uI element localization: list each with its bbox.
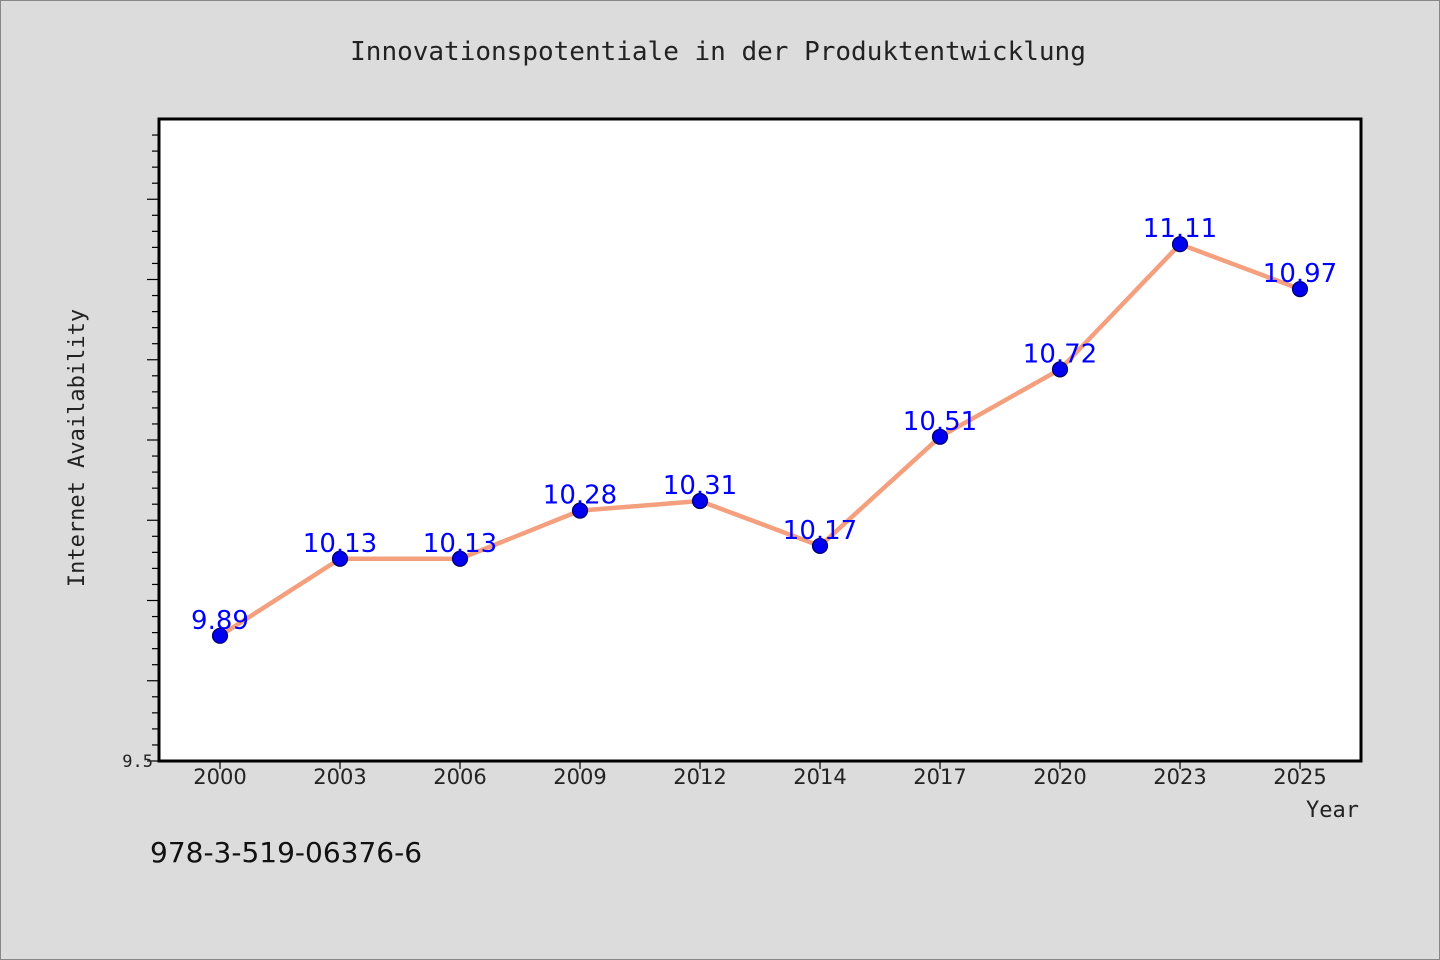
- data-point: [1291, 281, 1309, 298]
- chart-title: Innovationspotentiale in der Produktentw…: [350, 37, 1086, 67]
- data-label: 10.72: [1023, 339, 1097, 369]
- data-label: 10.17: [783, 516, 857, 546]
- series-line: [217, 241, 1303, 639]
- data-label: 10.31: [663, 471, 737, 501]
- series-group: 9.89 10.13 10.13 10.28 10.31 10.17 10.51 10.72 1…: [191, 214, 1337, 644]
- plot-area: [157, 117, 1363, 763]
- x-tick-label: 2000: [193, 765, 246, 789]
- y-axis-ticks: 9.5: [122, 134, 159, 772]
- x-tick-label: 2009: [553, 765, 606, 789]
- data-point: [1051, 361, 1069, 378]
- data-label: 10.97: [1263, 259, 1337, 289]
- data-label: 10.13: [423, 529, 497, 559]
- x-tick-label: 2017: [913, 765, 966, 789]
- data-label: 10.51: [903, 407, 977, 437]
- data-point: [1171, 236, 1189, 253]
- x-tick-label: 2014: [793, 765, 846, 789]
- data-point: [571, 502, 589, 519]
- data-point: [211, 627, 229, 644]
- x-tick-label: 2020: [1033, 765, 1086, 789]
- data-point: [691, 492, 709, 510]
- x-tick-label: 2012: [673, 765, 726, 789]
- x-axis-label: Year: [1306, 798, 1359, 823]
- x-tick-label: 2006: [433, 765, 486, 789]
- data-label: 9.89: [191, 606, 249, 636]
- x-tick-label: 2025: [1273, 765, 1326, 789]
- data-label: 10.13: [303, 529, 377, 559]
- y-axis-label: Internet Availability: [65, 309, 90, 587]
- data-point: [811, 537, 829, 555]
- isbn-text: 978-3-519-06376-6: [150, 836, 422, 869]
- y-tick-label: 9.5: [122, 752, 153, 772]
- data-label: 11.11: [1143, 214, 1217, 244]
- data-point: [931, 428, 949, 445]
- x-tick-label: 2003: [313, 765, 366, 789]
- x-tick-label: 2023: [1153, 765, 1206, 789]
- x-axis-ticks: 2000 2003 2006 2009 2012 2014 2017 2020 2023 2025: [193, 761, 1327, 789]
- data-label: 10.28: [543, 481, 617, 511]
- data-point: [331, 550, 349, 567]
- data-point: [451, 550, 469, 567]
